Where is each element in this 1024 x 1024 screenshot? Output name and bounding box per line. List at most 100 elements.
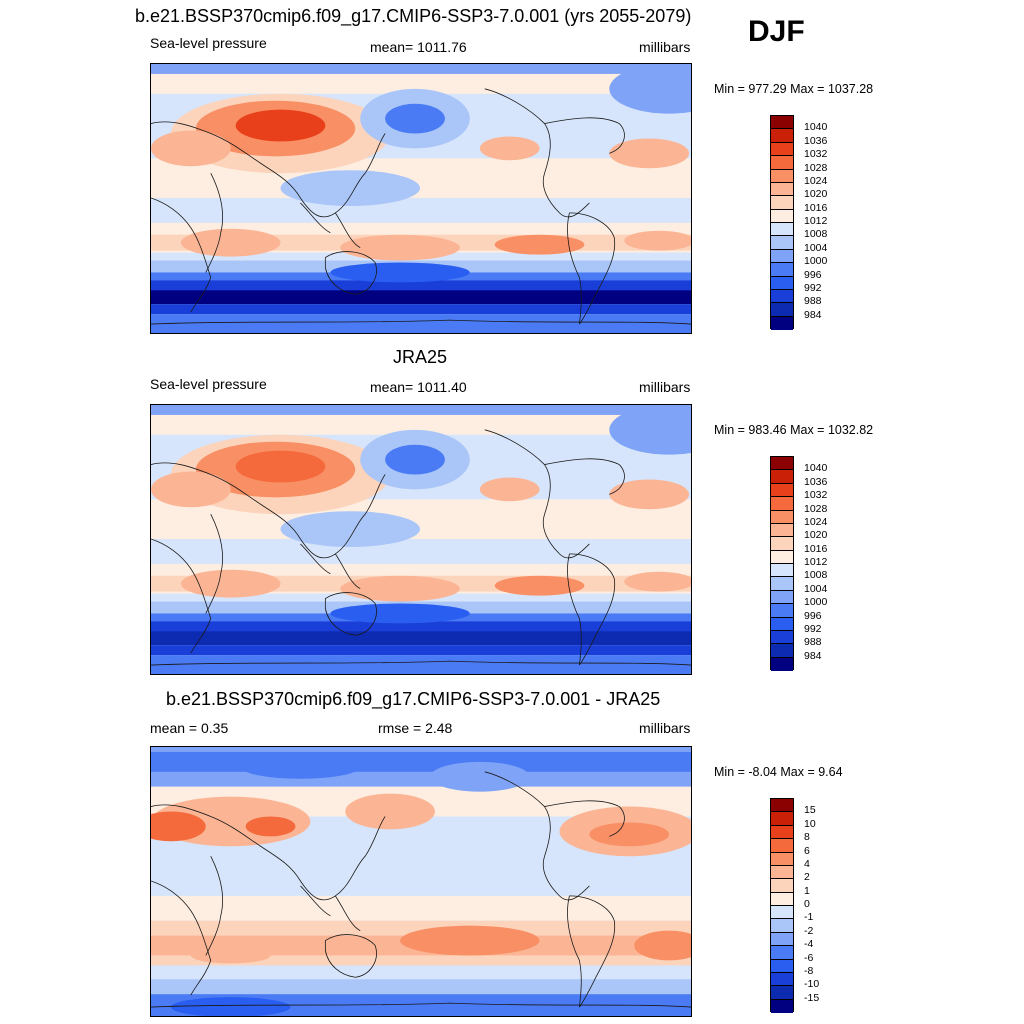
colorbar-swatch <box>771 223 793 237</box>
panel-2-units-label: millibars <box>639 379 691 395</box>
colorbar-tick-label: 1024 <box>804 174 828 187</box>
colorbar-tick-label: 988 <box>804 636 822 649</box>
panel-3-mean-label: mean = 0.35 <box>150 720 229 736</box>
panel-1-title: b.e21.BSSP370cmip6.f09_g17.CMIP6-SSP3-7.… <box>135 6 692 26</box>
colorbar-swatch <box>771 470 793 484</box>
colorbar-tick-label: 996 <box>804 609 822 622</box>
colorbar-tick-label: 1036 <box>804 475 828 488</box>
colorbar-tick-label: 4 <box>804 857 810 870</box>
colorbar-tick-label: 984 <box>804 649 822 662</box>
panel-3-map <box>150 746 692 1017</box>
colorbar-tick-label: 1040 <box>804 462 828 475</box>
colorbar-tick-label: 1020 <box>804 188 828 201</box>
colorbar-swatch <box>771 209 793 223</box>
colorbar-swatch <box>771 919 793 933</box>
panel-1-map <box>150 63 692 334</box>
panel-2-mean-label: mean= 1011.40 <box>370 379 467 395</box>
colorbar-tick-label: 1036 <box>804 134 828 147</box>
colorbar-swatch <box>771 510 793 524</box>
panel-2-variable-label: Sea-level pressure <box>150 376 267 392</box>
colorbar-tick-label: 1016 <box>804 201 828 214</box>
colorbar-tick-label: 1008 <box>804 228 828 241</box>
panel-1-units-label: millibars <box>639 39 691 55</box>
colorbar-tick-label: 1008 <box>804 569 828 582</box>
colorbar-swatch <box>771 604 793 618</box>
colorbar-tick-label: 996 <box>804 268 822 281</box>
colorbar-tick-label: 1000 <box>804 596 828 609</box>
colorbar-swatch <box>771 236 793 250</box>
season-label: DJF <box>748 15 805 48</box>
colorbar-tick-label: -4 <box>804 938 814 951</box>
colorbar-swatch <box>771 523 793 538</box>
panel-3-minmax: Min = -8.04 Max = 9.64 <box>714 765 843 779</box>
panel-1-mean-label: mean= 1011.76 <box>370 39 467 55</box>
colorbar-swatch <box>771 289 793 304</box>
colorbar-swatch <box>771 196 793 210</box>
colorbar-tick-label: 8 <box>804 831 810 844</box>
colorbar-swatch <box>771 249 793 264</box>
panel-1-minmax: Min = 977.29 Max = 1037.28 <box>714 82 874 96</box>
colorbar-tick-label: -15 <box>804 991 820 1004</box>
colorbar-swatch <box>771 879 793 893</box>
panel-2-colorbar <box>770 456 794 671</box>
colorbar-tick-label: 1004 <box>804 582 828 595</box>
colorbar-swatch <box>771 892 793 906</box>
panel-3-units-label: millibars <box>639 720 691 736</box>
colorbar-tick-label: 1020 <box>804 529 828 542</box>
colorbar-tick-label: -8 <box>804 964 814 977</box>
colorbar-tick-label: -1 <box>804 911 814 924</box>
colorbar-tick-label: 1016 <box>804 542 828 555</box>
colorbar-swatch <box>771 483 793 498</box>
colorbar-swatch <box>771 799 793 813</box>
colorbar-swatch <box>771 812 793 826</box>
colorbar-swatch <box>771 644 793 658</box>
colorbar-tick-label: 984 <box>804 308 822 321</box>
panel-2-title: JRA25 <box>393 347 448 367</box>
colorbar-tick-label: 15 <box>804 804 816 817</box>
colorbar-tick-label: 2 <box>804 871 810 884</box>
colorbar-swatch <box>771 457 793 471</box>
colorbar-tick-label: 0 <box>804 898 810 910</box>
colorbar-tick-label: 1 <box>804 884 810 897</box>
panel-3-title: b.e21.BSSP370cmip6.f09_g17.CMIP6-SSP3-7.… <box>166 689 661 709</box>
colorbar-swatch <box>771 906 793 920</box>
panel-3-colorbar <box>770 798 794 1013</box>
colorbar-swatch <box>771 657 793 671</box>
colorbar-swatch <box>771 303 793 317</box>
colorbar-tick-label: 1032 <box>804 148 828 161</box>
colorbar-tick-label: 1024 <box>804 515 828 528</box>
colorbar-tick-label: 992 <box>804 622 822 635</box>
colorbar-swatch <box>771 999 793 1013</box>
colorbar-tick-label: 10 <box>804 817 816 830</box>
colorbar-tick-label: -10 <box>804 978 820 991</box>
colorbar-swatch <box>771 959 793 973</box>
colorbar-swatch <box>771 182 793 197</box>
panel-2-minmax: Min = 983.46 Max = 1032.82 <box>714 423 874 437</box>
panel-1-variable-label: Sea-level pressure <box>150 35 267 51</box>
colorbar-swatch <box>771 129 793 143</box>
colorbar-tick-label: -6 <box>804 951 814 964</box>
colorbar-tick-label: 1040 <box>804 121 828 134</box>
colorbar-tick-label: 1000 <box>804 255 828 268</box>
colorbar-swatch <box>771 825 793 840</box>
colorbar-swatch <box>771 617 793 631</box>
colorbar-swatch <box>771 142 793 157</box>
colorbar-tick-label: 1028 <box>804 502 828 515</box>
colorbar-swatch <box>771 537 793 551</box>
colorbar-swatch <box>771 276 793 290</box>
colorbar-swatch <box>771 169 793 183</box>
colorbar-swatch <box>771 946 793 960</box>
colorbar-swatch <box>771 852 793 866</box>
colorbar-tick-label: 1012 <box>804 215 828 227</box>
panel-3-rmse-label: rmse = 2.48 <box>378 720 453 736</box>
colorbar-swatch <box>771 316 793 330</box>
colorbar-swatch <box>771 577 793 591</box>
colorbar-swatch <box>771 116 793 130</box>
colorbar-tick-label: 1028 <box>804 161 828 174</box>
panel-1-colorbar <box>770 115 794 330</box>
colorbar-swatch <box>771 986 793 1000</box>
panel-2-map <box>150 404 692 675</box>
colorbar-swatch <box>771 497 793 511</box>
colorbar-swatch <box>771 972 793 987</box>
colorbar-tick-label: -2 <box>804 924 814 937</box>
